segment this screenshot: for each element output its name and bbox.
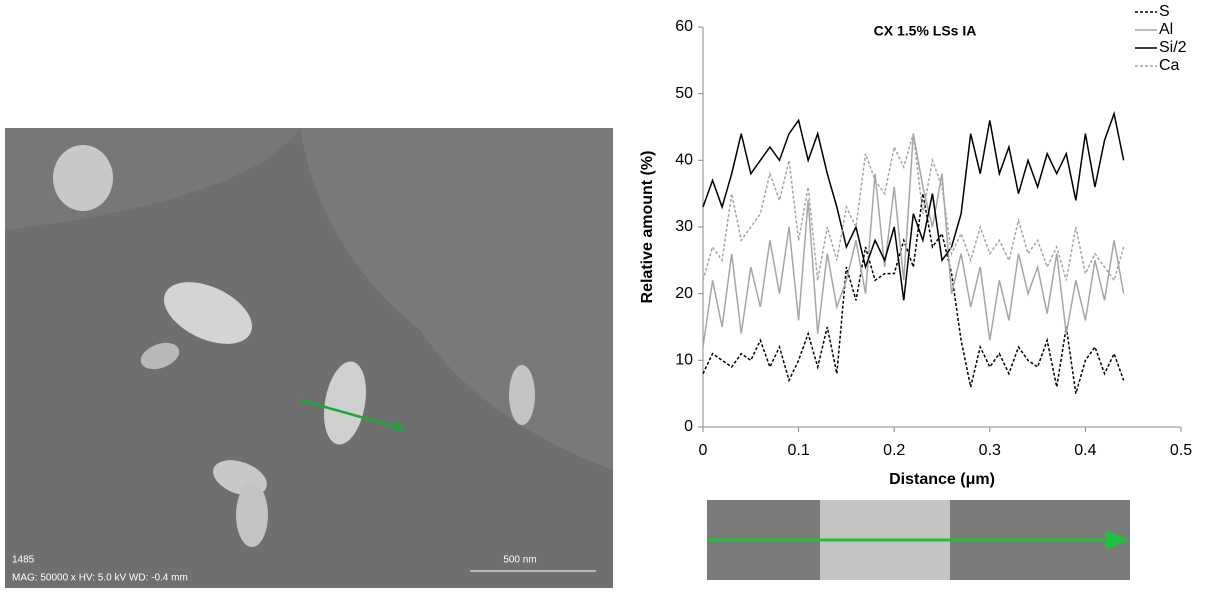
scale-bar-label: 500 nm bbox=[503, 555, 536, 566]
x-tick-label: 0.3 bbox=[979, 442, 1001, 459]
y-axis-label: Relative amount (%) bbox=[639, 151, 656, 304]
x-tick-label: 0.4 bbox=[1074, 442, 1096, 459]
series-line bbox=[702, 110, 1125, 301]
y-tick-label: 50 bbox=[675, 85, 693, 102]
sem-particle bbox=[53, 145, 113, 211]
legend-label: S bbox=[1159, 3, 1170, 20]
x-tick-label: 0.5 bbox=[1170, 442, 1192, 459]
y-tick-label: 0 bbox=[684, 418, 693, 435]
x-tick-label: 0.2 bbox=[883, 442, 905, 459]
sem-particle bbox=[140, 342, 180, 370]
sem-image: 1485 MAG: 50000 x HV: 5.0 kV WD: -0.4 mm… bbox=[5, 128, 613, 588]
sem-particle bbox=[236, 483, 268, 547]
series-line bbox=[702, 193, 1125, 394]
x-axis-label: Distance (μm) bbox=[889, 471, 995, 488]
sem-region bbox=[300, 128, 613, 470]
y-tick-label: 30 bbox=[675, 218, 693, 235]
y-tick-label: 20 bbox=[675, 285, 693, 302]
sem-particle bbox=[509, 365, 535, 425]
strip-arrowhead bbox=[1105, 530, 1130, 550]
y-tick-label: 40 bbox=[675, 152, 693, 169]
sem-particle bbox=[323, 361, 367, 445]
profile-strip bbox=[707, 500, 1130, 580]
scan-arrow bbox=[299, 398, 401, 430]
x-tick-label: 0 bbox=[699, 442, 708, 459]
series-line bbox=[702, 133, 1125, 283]
scan-arrowhead bbox=[393, 421, 405, 431]
legend-label: Ca bbox=[1159, 57, 1180, 74]
legend-label: Si/2 bbox=[1159, 39, 1187, 56]
chart-title: CX 1.5% LSs IA bbox=[874, 23, 977, 39]
sem-particle bbox=[164, 282, 252, 344]
image-info: MAG: 50000 x HV: 5.0 kV WD: -0.4 mm bbox=[12, 573, 188, 584]
y-tick-label: 10 bbox=[675, 352, 693, 369]
x-tick-label: 0.1 bbox=[787, 442, 809, 459]
image-id: 1485 bbox=[12, 555, 35, 566]
y-tick-label: 60 bbox=[675, 18, 693, 35]
legend-label: Al bbox=[1159, 21, 1173, 38]
